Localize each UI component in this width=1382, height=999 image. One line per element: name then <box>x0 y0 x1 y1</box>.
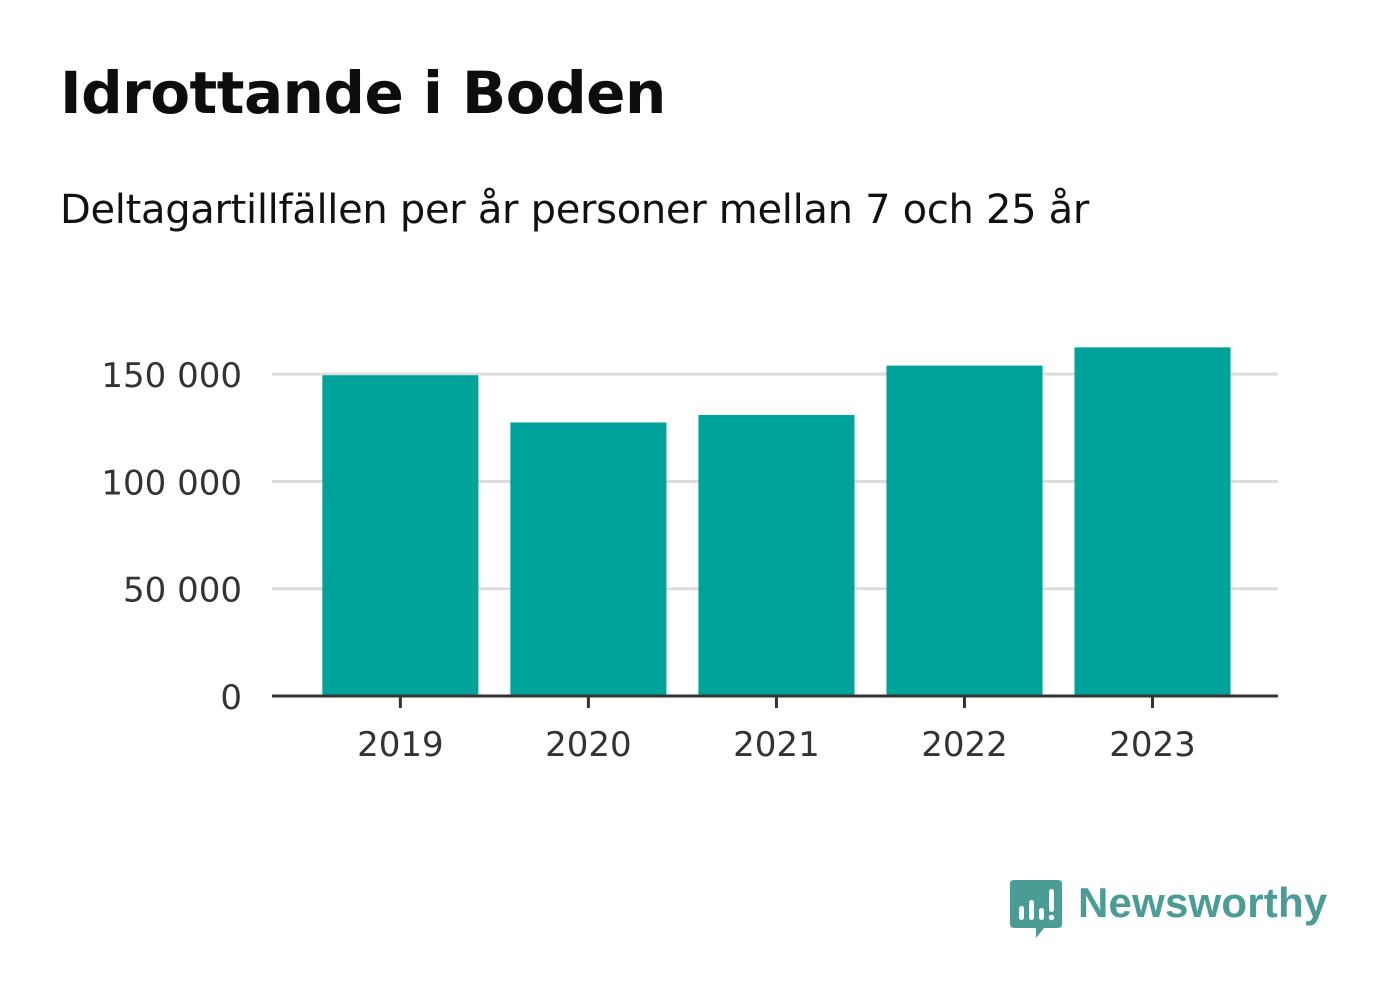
bar-2023 <box>1074 347 1231 696</box>
bar-2021 <box>698 414 855 696</box>
y-tick-label: 100 000 <box>101 463 242 503</box>
bars <box>322 347 1231 696</box>
y-tick-label: 0 <box>220 678 242 718</box>
chart-subtitle: Deltagartillfällen per år personer mella… <box>60 187 1090 233</box>
newsworthy-logo-icon <box>1010 880 1062 938</box>
brand-name: Newsworthy <box>1078 879 1328 926</box>
bar-2020 <box>510 422 667 696</box>
y-tick-label: 50 000 <box>123 571 242 611</box>
chart-title: Idrottande i Boden <box>60 59 666 127</box>
y-axis-tick-labels: 0 50 000 100 000 150 000 <box>101 356 242 718</box>
x-tick-label: 2020 <box>545 725 632 765</box>
y-tick-label: 150 000 <box>101 356 242 396</box>
x-axis-tick-labels: 2019 2020 2021 2022 2023 <box>357 725 1196 765</box>
bar-2022 <box>886 365 1043 696</box>
x-tick-label: 2021 <box>733 725 820 765</box>
newsworthy-brand: Newsworthy <box>1010 878 1330 942</box>
x-tick-label: 2019 <box>357 725 444 765</box>
x-tick-label: 2023 <box>1109 725 1196 765</box>
x-axis <box>272 694 1278 708</box>
bar-2019 <box>322 375 479 696</box>
x-tick-label: 2022 <box>921 725 1008 765</box>
